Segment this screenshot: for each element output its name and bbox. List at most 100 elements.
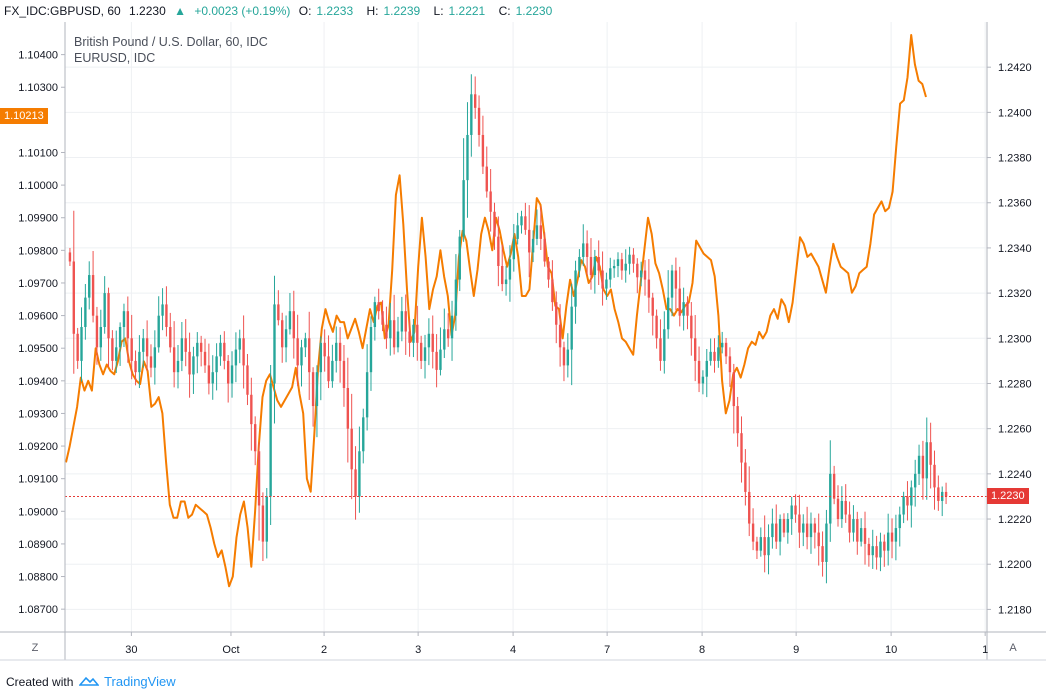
candle xyxy=(717,335,720,368)
tradingview-brand[interactable]: TradingView xyxy=(104,674,176,689)
candle-body xyxy=(122,311,126,327)
candle-body xyxy=(917,455,921,474)
candle xyxy=(636,258,639,294)
candle xyxy=(531,230,535,263)
candle-body xyxy=(535,225,539,239)
candle xyxy=(396,316,400,353)
candle-body xyxy=(879,541,882,558)
symbol-header: FX_IDC:GBPUSD, 60 1.2230 ▲ +0.0023 (+0.1… xyxy=(4,2,562,20)
axes: 1.2180 1.2200 1.2220 1.2240 1.2260 1.2280 1.23… xyxy=(0,22,1046,661)
candle xyxy=(508,245,512,302)
candle xyxy=(161,288,164,331)
candle-body xyxy=(836,498,840,520)
candle xyxy=(678,266,681,327)
candle-body xyxy=(103,293,106,327)
candle-body xyxy=(697,360,701,384)
candle-body xyxy=(184,338,187,352)
left-tick-label: 1.08900 xyxy=(18,539,58,551)
candle xyxy=(404,294,407,355)
left-tick-label: 1.09800 xyxy=(18,245,58,257)
candle-body xyxy=(501,266,504,285)
candle xyxy=(902,491,905,524)
candle xyxy=(612,259,616,278)
candle-body xyxy=(68,252,72,262)
candle xyxy=(609,257,612,288)
candle-body xyxy=(624,263,627,271)
candle xyxy=(118,322,122,366)
candle xyxy=(277,290,280,326)
candle-body xyxy=(369,327,373,373)
candle xyxy=(813,517,817,549)
candle-body xyxy=(778,519,782,542)
candle xyxy=(292,290,295,359)
candle-body xyxy=(578,256,581,271)
candle-body xyxy=(585,243,589,257)
right-tick-label: 1.2300 xyxy=(998,333,1032,345)
candle-body xyxy=(933,464,936,488)
candle-body xyxy=(562,347,566,366)
candle xyxy=(169,312,172,353)
candle xyxy=(230,351,234,398)
time-tick-label: 9 xyxy=(793,644,799,656)
candle xyxy=(180,321,184,372)
candle-body xyxy=(717,347,720,361)
candle-body xyxy=(107,293,110,339)
candle xyxy=(138,335,141,389)
candle xyxy=(875,535,878,570)
left-tick-label: 1.10000 xyxy=(18,180,58,192)
candle xyxy=(805,506,809,550)
candle-body xyxy=(497,236,500,266)
candle xyxy=(863,511,867,565)
candle-body xyxy=(705,360,708,377)
right-tick-label: 1.2420 xyxy=(998,62,1032,74)
candle xyxy=(504,265,508,296)
candle-body xyxy=(431,333,434,352)
candle-body xyxy=(852,519,855,533)
candle-body xyxy=(95,315,99,348)
candle xyxy=(570,283,573,386)
time-tick-label: Oct xyxy=(222,644,239,656)
candle xyxy=(477,95,481,147)
candle xyxy=(821,531,824,577)
candle-body xyxy=(296,338,299,366)
candle xyxy=(439,327,442,376)
left-tick-label: 1.09600 xyxy=(18,311,58,323)
candle xyxy=(655,309,658,349)
candle xyxy=(809,512,813,554)
right-tick-label: 1.2220 xyxy=(998,514,1032,526)
candle xyxy=(628,246,631,275)
symbol-name[interactable]: FX_IDC:GBPUSD, 60 xyxy=(4,4,121,18)
candle xyxy=(342,345,346,407)
candle xyxy=(933,450,936,510)
candle-body xyxy=(130,338,133,361)
candle xyxy=(153,330,157,385)
candle-body xyxy=(172,347,176,373)
candle xyxy=(323,329,326,372)
candle-body xyxy=(539,225,543,239)
candle xyxy=(84,283,87,340)
candle-body xyxy=(84,297,87,327)
candle xyxy=(555,291,558,344)
compare-series xyxy=(65,34,927,588)
candle-body xyxy=(813,523,817,533)
candle xyxy=(585,230,589,276)
candle xyxy=(910,480,913,528)
candle-body xyxy=(72,261,75,334)
candle-body xyxy=(327,356,330,382)
candle xyxy=(416,305,419,361)
auto-scale-button[interactable]: A xyxy=(1009,642,1017,654)
candle-body xyxy=(338,342,342,361)
legend-compare[interactable]: EURUSD, IDC xyxy=(74,51,156,65)
right-tick-label: 1.2200 xyxy=(998,559,1032,571)
candle xyxy=(107,287,110,368)
candle-body xyxy=(551,279,554,303)
candle-body xyxy=(149,356,153,368)
candle-body xyxy=(859,528,863,542)
candle xyxy=(308,311,311,401)
legend-main[interactable]: British Pound / U.S. Dollar, 60, IDC xyxy=(74,35,268,49)
candle-body xyxy=(944,491,948,497)
zoom-toggle-button[interactable]: Z xyxy=(31,642,39,654)
candle xyxy=(616,252,620,278)
candle-body xyxy=(219,342,222,357)
